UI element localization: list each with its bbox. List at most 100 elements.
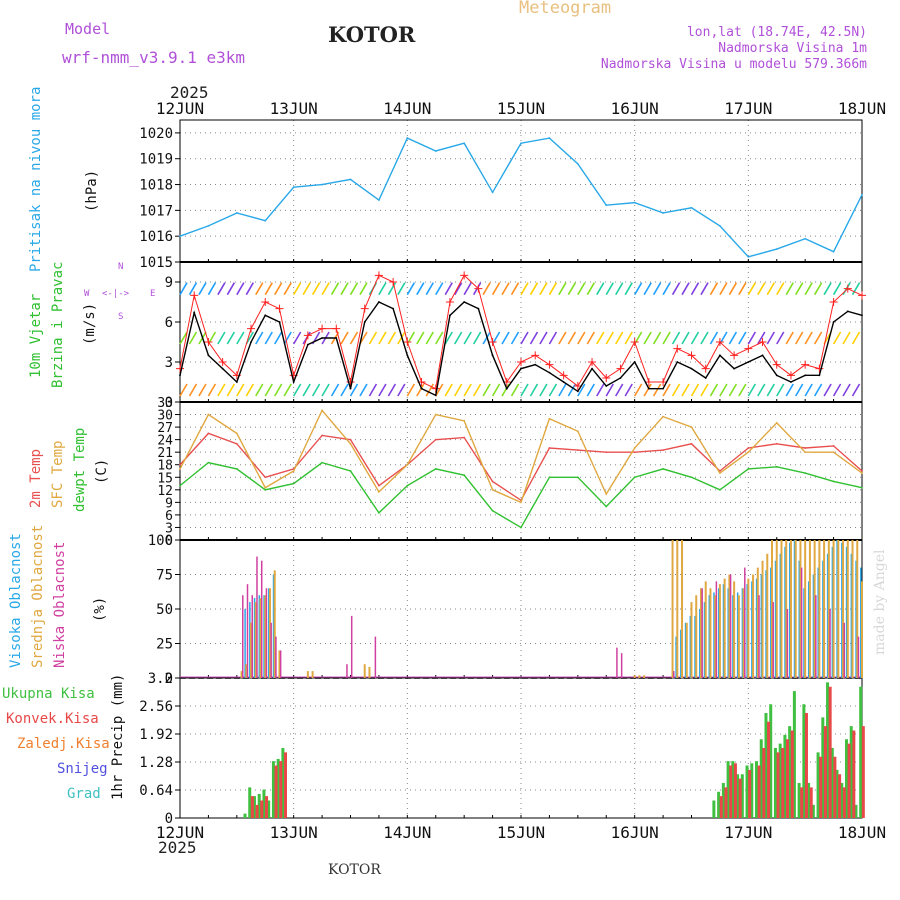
temp-2m-point <box>690 442 693 445</box>
wind-barb-high <box>501 282 510 296</box>
temp-sfc-point <box>548 417 551 420</box>
wind-tick-label: 3 <box>165 355 173 371</box>
wind-barb-low <box>586 383 595 397</box>
pressure-tick-label: 1018 <box>139 178 173 194</box>
pressure-point <box>690 206 693 209</box>
total-rain-bar <box>257 793 261 818</box>
temp-2m-point <box>804 447 807 449</box>
wind-gust-marker <box>858 291 866 300</box>
wind-speed-line <box>179 301 863 397</box>
wind-speed-point <box>662 387 664 390</box>
wind-speed-point <box>818 374 821 377</box>
wind-barb-high <box>397 282 406 296</box>
wind-speed-point <box>378 301 380 303</box>
wind-barb-high <box>681 282 690 296</box>
wind-barb-mid <box>671 331 681 345</box>
temp-2m-point <box>576 449 579 451</box>
wind-barb-low <box>292 383 302 397</box>
temp-2m-point <box>264 476 267 479</box>
wind-gust-marker <box>559 371 568 380</box>
convective-rain-bar <box>833 756 837 818</box>
pressure-point <box>292 186 295 189</box>
wind-barb-mid <box>435 331 444 345</box>
wind-barb-low <box>728 383 738 397</box>
convective-rain-bar <box>719 796 723 818</box>
model-label: Model <box>65 20 111 38</box>
wind-barb-high <box>719 282 728 296</box>
temp-sfc-point <box>406 463 409 466</box>
wind-barb-high <box>520 282 529 296</box>
wind-barb-mid <box>501 331 510 345</box>
wind-gust-marker <box>687 351 696 360</box>
total-rain-bar <box>840 783 844 818</box>
temp-sfc-line <box>179 409 863 504</box>
wind-gust-marker <box>829 298 838 306</box>
wind-barb-mid <box>349 331 359 345</box>
wind-barb-low <box>520 383 529 397</box>
wind-barb-high <box>217 282 226 296</box>
wind-barb-high <box>671 282 681 296</box>
wind-barb-low <box>236 383 245 397</box>
wind-barb-mid <box>832 331 842 345</box>
wind-barb-high <box>548 282 558 296</box>
wind-barb-high <box>321 282 330 296</box>
wind-barb-mid <box>813 331 823 345</box>
wind-speed-series <box>179 301 863 397</box>
convective-rain-bar <box>748 769 752 818</box>
total-rain-bar <box>248 787 252 818</box>
temp-sfc-point <box>804 451 807 454</box>
wind-barb-low <box>633 383 643 397</box>
wind-barb-high <box>255 282 264 296</box>
temp-2m-point <box>605 451 608 454</box>
total-rain-bar <box>750 763 754 818</box>
wind-barb-mid <box>454 331 463 345</box>
lonlat: lon,lat (18.74E, 42.5N) <box>686 25 867 40</box>
temp-sfc-point <box>235 432 238 435</box>
temp-sfc-point <box>264 486 267 489</box>
total-rain-bar <box>721 783 725 818</box>
convective-rain-bar <box>733 763 737 818</box>
wind-gust-marker <box>588 358 597 366</box>
temp-dewpt-point <box>576 476 579 479</box>
pressure-tick-label: 1020 <box>139 126 173 142</box>
wind-barb-high <box>444 282 453 296</box>
wind-gust-marker <box>247 324 256 333</box>
wind-barb-high <box>264 282 273 296</box>
pressure-tick-label: 1019 <box>139 152 173 168</box>
wind-barb-high <box>766 282 775 296</box>
wind-barb-mid <box>738 331 747 345</box>
total-rain-bar <box>252 796 256 818</box>
wind-barb-low <box>302 383 311 397</box>
day-label-bottom: 13JUN <box>270 823 318 842</box>
wind-speed-point <box>321 337 323 339</box>
wind-speed-point <box>349 387 352 390</box>
wind-speed-point <box>719 354 721 357</box>
wind-speed-point <box>292 381 295 383</box>
wind-barb-high <box>539 282 548 296</box>
wind-barb-high <box>359 282 368 296</box>
wind-barb-low <box>397 383 406 397</box>
pressure-point <box>605 204 608 207</box>
convective-rain-bar <box>738 778 742 818</box>
wind-barb-high <box>454 282 463 296</box>
compass-e: E <box>150 289 156 299</box>
total-rain-bar <box>755 761 759 818</box>
temp-sfc-point <box>662 415 664 418</box>
wind-barb-mid <box>700 331 709 345</box>
wind-gust-marker <box>744 344 753 353</box>
wind-speed-point <box>250 341 252 343</box>
year-top: 2025 <box>170 83 209 102</box>
wind-barb-high <box>567 282 577 296</box>
wind-barb-mid <box>728 331 738 345</box>
wind-barb-low <box>776 383 785 397</box>
pressure-point <box>520 142 522 145</box>
wind-barb-high <box>586 282 595 296</box>
total-rain-bar <box>854 804 858 818</box>
wind-speed-point <box>633 361 636 363</box>
wind-barb-high <box>529 282 539 296</box>
temp-sfc-point <box>719 472 721 474</box>
wind-speed-point <box>605 385 608 387</box>
wind-barb-mid <box>577 331 586 345</box>
total-rain-bar <box>849 726 853 818</box>
total-rain-bar <box>778 743 782 818</box>
